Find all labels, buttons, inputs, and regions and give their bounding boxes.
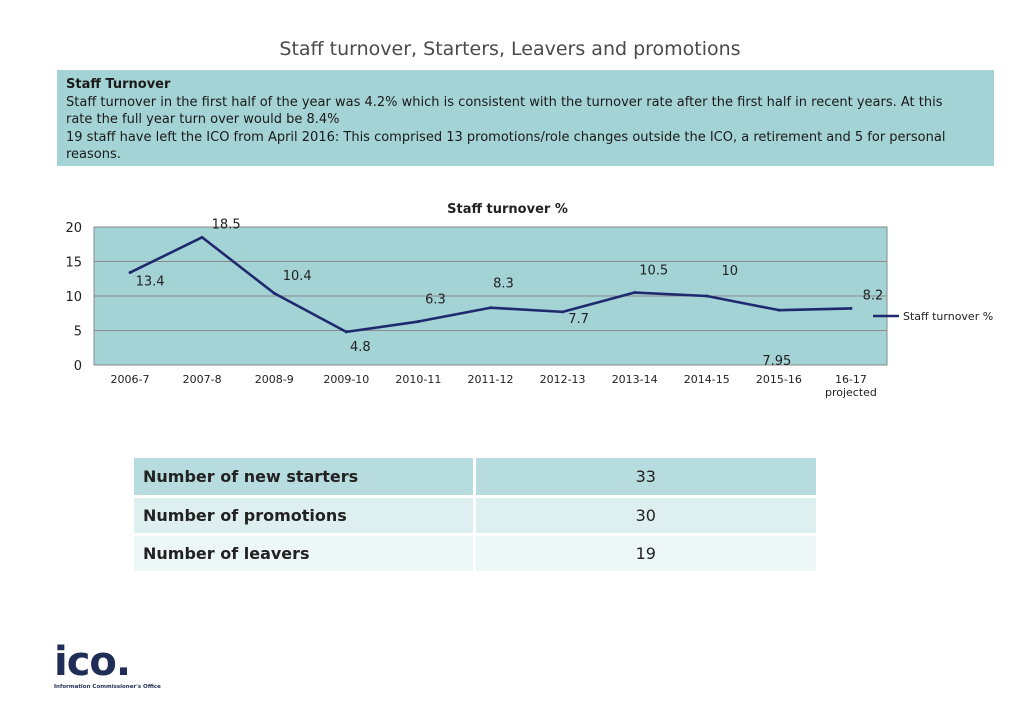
x-tick-label: 2013-14 bbox=[612, 373, 658, 386]
x-tick-label: 16-17 projected bbox=[825, 373, 877, 399]
x-tick-label: 2015-16 bbox=[756, 373, 802, 386]
x-tick-label: 2007-8 bbox=[183, 373, 222, 386]
info-line: rate the full year turn over would be 8.… bbox=[66, 112, 340, 128]
info-line: Staff turnover in the first half of the … bbox=[66, 94, 943, 110]
x-tick-label: 2010-11 bbox=[395, 373, 441, 386]
staff-turnover-info-box: Staff Turnover Staff turnover in the fir… bbox=[57, 70, 994, 166]
data-point bbox=[561, 310, 565, 314]
stat-label: Number of new starters bbox=[134, 458, 476, 498]
data-point bbox=[633, 291, 637, 295]
x-tick-label: 2009-10 bbox=[323, 373, 369, 386]
data-point bbox=[344, 330, 348, 334]
data-point bbox=[777, 308, 781, 312]
turnover-line-chart: Staff turnover % 0 5 10 15 20 2006-7 2007-8 2008… bbox=[65, 202, 993, 399]
data-point bbox=[128, 271, 132, 275]
chart-title: Staff turnover % bbox=[447, 202, 568, 217]
stat-label: Number of leavers bbox=[134, 534, 476, 574]
data-label: 4.8 bbox=[350, 340, 371, 355]
data-label: 8.2 bbox=[863, 288, 884, 303]
y-tick-label: 0 bbox=[74, 359, 82, 374]
stat-value: 19 bbox=[474, 534, 816, 574]
legend-label: Staff turnover % bbox=[903, 310, 993, 323]
data-point bbox=[705, 294, 709, 298]
stat-label: Number of promotions bbox=[134, 496, 476, 536]
ico-logo: ico. Information Commissioner's Office bbox=[54, 642, 174, 694]
x-tick-label: 2014-15 bbox=[684, 373, 730, 386]
table-row: Number of new starters 33 bbox=[134, 458, 816, 498]
data-point bbox=[849, 306, 853, 310]
y-tick-label: 15 bbox=[65, 256, 82, 271]
data-label: 10.4 bbox=[283, 269, 312, 284]
y-tick-label: 10 bbox=[65, 290, 82, 305]
logo-wordmark: ico. bbox=[54, 639, 131, 685]
stat-value: 33 bbox=[474, 458, 816, 498]
y-tick-label: 20 bbox=[65, 221, 82, 236]
data-label: 6.3 bbox=[425, 293, 446, 308]
x-tick-label: 2011-12 bbox=[468, 373, 514, 386]
y-tick-label: 5 bbox=[74, 325, 82, 340]
x-tick-label: 2008-9 bbox=[255, 373, 294, 386]
info-line: reasons. bbox=[66, 147, 121, 163]
page-title: Staff turnover, Starters, Leavers and pr… bbox=[279, 38, 741, 60]
data-label: 13.4 bbox=[136, 275, 165, 290]
data-point bbox=[416, 320, 420, 324]
data-label: 7.95 bbox=[762, 354, 791, 369]
data-point bbox=[489, 306, 492, 310]
data-point bbox=[200, 235, 204, 239]
data-label: 10.5 bbox=[639, 264, 668, 279]
info-line: 19 staff have left the ICO from April 20… bbox=[66, 129, 946, 145]
data-label: 7.7 bbox=[568, 312, 589, 327]
data-label: 18.5 bbox=[212, 217, 241, 232]
logo-subtitle: Information Commissioner's Office bbox=[54, 684, 161, 690]
data-label: 10 bbox=[721, 264, 738, 279]
info-heading: Staff Turnover bbox=[66, 77, 171, 92]
data-point bbox=[272, 291, 276, 295]
table-row: Number of promotions 30 bbox=[134, 496, 816, 536]
table-row: Number of leavers 19 bbox=[134, 534, 816, 574]
data-label: 8.3 bbox=[493, 277, 514, 292]
stat-value: 30 bbox=[474, 496, 816, 536]
x-tick-label: 2012-13 bbox=[540, 373, 586, 386]
x-tick-label: 2006-7 bbox=[111, 373, 150, 386]
staff-stats-table: Number of new starters 33 Number of prom… bbox=[134, 458, 816, 574]
